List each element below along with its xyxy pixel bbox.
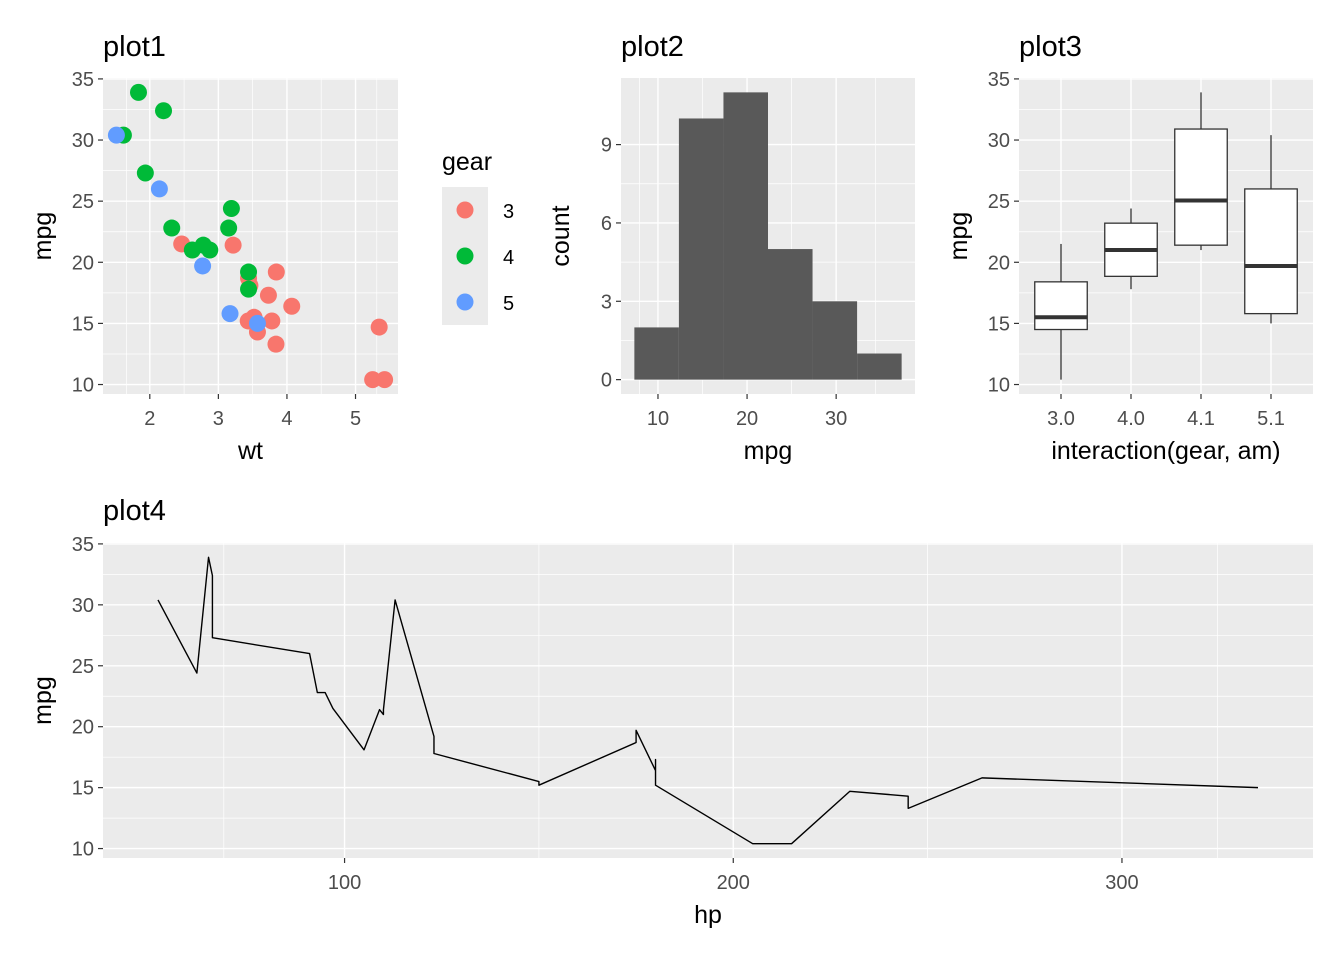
plot3-panel: 10 15 20 25 30 35 3.0 4.0 4.1 5.1 interaction(gear… — [945, 69, 1313, 465]
box-body-3.0 — [1034, 281, 1088, 331]
scatter-point-gear-4 — [240, 280, 258, 298]
plot1-title: plot1 — [103, 31, 166, 63]
plot2-x-tick-label: 20 — [736, 408, 758, 430]
plot4-y-axis-title: mpg — [29, 676, 57, 725]
plot1-y-tick-label: 25 — [72, 191, 94, 213]
plot3-x-tick-label: 4.1 — [1187, 408, 1215, 430]
plot3-y-axis-title: mpg — [945, 212, 973, 261]
scatter-point-gear-4 — [129, 83, 147, 101]
plot2-x-tick-label: 10 — [647, 408, 669, 430]
plot3-y-tick-label: 25 — [988, 191, 1010, 213]
plot4-y-tick-label: 25 — [72, 656, 94, 678]
plot3-y-tick-label: 35 — [988, 69, 1010, 91]
plot3-title: plot3 — [1019, 31, 1082, 63]
legend-title: gear — [442, 148, 492, 176]
scatter-point-gear-3 — [263, 312, 281, 330]
scatter-point-gear-4 — [194, 236, 212, 254]
plot1-y-tick-label: 30 — [72, 130, 94, 152]
plot4-x-tick-label: 300 — [1105, 872, 1138, 894]
plot2-y-tick-label: 6 — [601, 213, 612, 235]
plot1-x-tick-label: 2 — [144, 408, 155, 430]
plot1-background — [103, 78, 398, 394]
plot1-x-tick-label: 5 — [350, 408, 361, 430]
mpg-line — [157, 556, 1259, 845]
plot2-y-tick-label: 9 — [601, 135, 612, 157]
plot1-y-axis-title: mpg — [29, 212, 57, 261]
legend-label-gear-4: 4 — [503, 247, 514, 269]
plot3-y-tick-label: 10 — [988, 375, 1010, 397]
histogram-bar — [857, 353, 902, 380]
plot3-y-tick-label: 30 — [988, 130, 1010, 152]
scatter-point-gear-5 — [107, 126, 125, 144]
plot1-x-tick-label: 3 — [213, 408, 224, 430]
legend-key-gear-3 — [456, 201, 474, 219]
scatter-point-gear-3 — [259, 286, 277, 304]
plot4-title: plot4 — [103, 495, 166, 527]
scatter-point-gear-5 — [150, 180, 168, 198]
plot1-x-axis-title: wt — [237, 437, 263, 465]
histogram-bar — [678, 118, 724, 380]
plot3-x-axis-title: interaction(gear, am) — [1051, 437, 1280, 465]
scatter-point-gear-3 — [283, 297, 301, 315]
histogram-bar — [812, 301, 858, 380]
plot1-y-tick-label: 10 — [72, 375, 94, 397]
histogram-bar — [723, 92, 768, 380]
plot2-y-axis-title: count — [547, 205, 575, 266]
plot4-y-tick-label: 15 — [72, 778, 94, 800]
scatter-point-gear-4 — [155, 102, 173, 120]
scatter-point-gear-3 — [267, 335, 285, 353]
legend-label-gear-5: 5 — [503, 293, 514, 315]
plot2-y-tick-label: 0 — [601, 370, 612, 392]
plot4-y-tick-label: 10 — [72, 839, 94, 861]
plot4-background — [103, 543, 1313, 858]
scatter-point-gear-4 — [163, 219, 181, 237]
plot3-y-tick-label: 15 — [988, 313, 1010, 335]
scatter-point-gear-5 — [194, 257, 212, 275]
plot2-y-tick-label: 3 — [601, 291, 612, 313]
plot4-y-tick-label: 20 — [72, 717, 94, 739]
scatter-point-gear-3 — [364, 371, 382, 389]
plot4-panel: 10 15 20 25 30 35 100 200 300 hp mpg — [29, 534, 1313, 929]
scatter-point-gear-4 — [222, 199, 240, 217]
plot3-x-tick-label: 5.1 — [1257, 408, 1285, 430]
gear-legend: gear 3 4 5 — [442, 148, 514, 325]
scatter-point-gear-3 — [376, 371, 394, 389]
plot2-x-tick-label: 30 — [825, 408, 847, 430]
plot4-y-tick-label: 30 — [72, 595, 94, 617]
plot4-x-tick-label: 200 — [717, 872, 750, 894]
legend-key-gear-4 — [456, 247, 474, 265]
scatter-point-gear-4 — [136, 164, 154, 182]
legend-key-gear-5 — [456, 293, 474, 311]
legend-label-gear-3: 3 — [503, 201, 514, 223]
scatter-point-gear-3 — [267, 263, 285, 281]
plot1-y-tick-label: 15 — [72, 313, 94, 335]
plot4-x-tick-label: 100 — [328, 872, 361, 894]
plot2-panel: 0 3 6 9 10 20 30 mpg count — [547, 78, 915, 465]
plot3-x-tick-label: 4.0 — [1117, 408, 1145, 430]
box-body-4.1 — [1174, 128, 1228, 246]
scatter-point-gear-4 — [240, 263, 258, 281]
histogram-bar — [768, 249, 813, 380]
plot1-y-tick-label: 20 — [72, 252, 94, 274]
plot2-x-axis-title: mpg — [744, 437, 793, 465]
scatter-point-gear-5 — [221, 305, 239, 323]
scatter-point-gear-4 — [220, 219, 238, 237]
scatter-point-gear-3 — [370, 318, 388, 336]
plot1-x-tick-label: 4 — [281, 408, 292, 430]
plot4-x-axis-title: hp — [694, 901, 722, 929]
scatter-point-gear-5 — [248, 314, 266, 332]
scatter-point-gear-3 — [224, 236, 242, 254]
plot1-panel: 10 15 20 25 30 35 2 3 4 5 wt mpg — [29, 69, 398, 465]
plot4-y-tick-label: 35 — [72, 534, 94, 556]
plot3-y-tick-label: 20 — [988, 252, 1010, 274]
box-body-5.1 — [1244, 188, 1298, 315]
histogram-bar — [634, 327, 679, 380]
plot1-y-tick-label: 35 — [72, 69, 94, 91]
plot2-title: plot2 — [621, 31, 684, 63]
plot3-x-tick-label: 3.0 — [1047, 408, 1075, 430]
